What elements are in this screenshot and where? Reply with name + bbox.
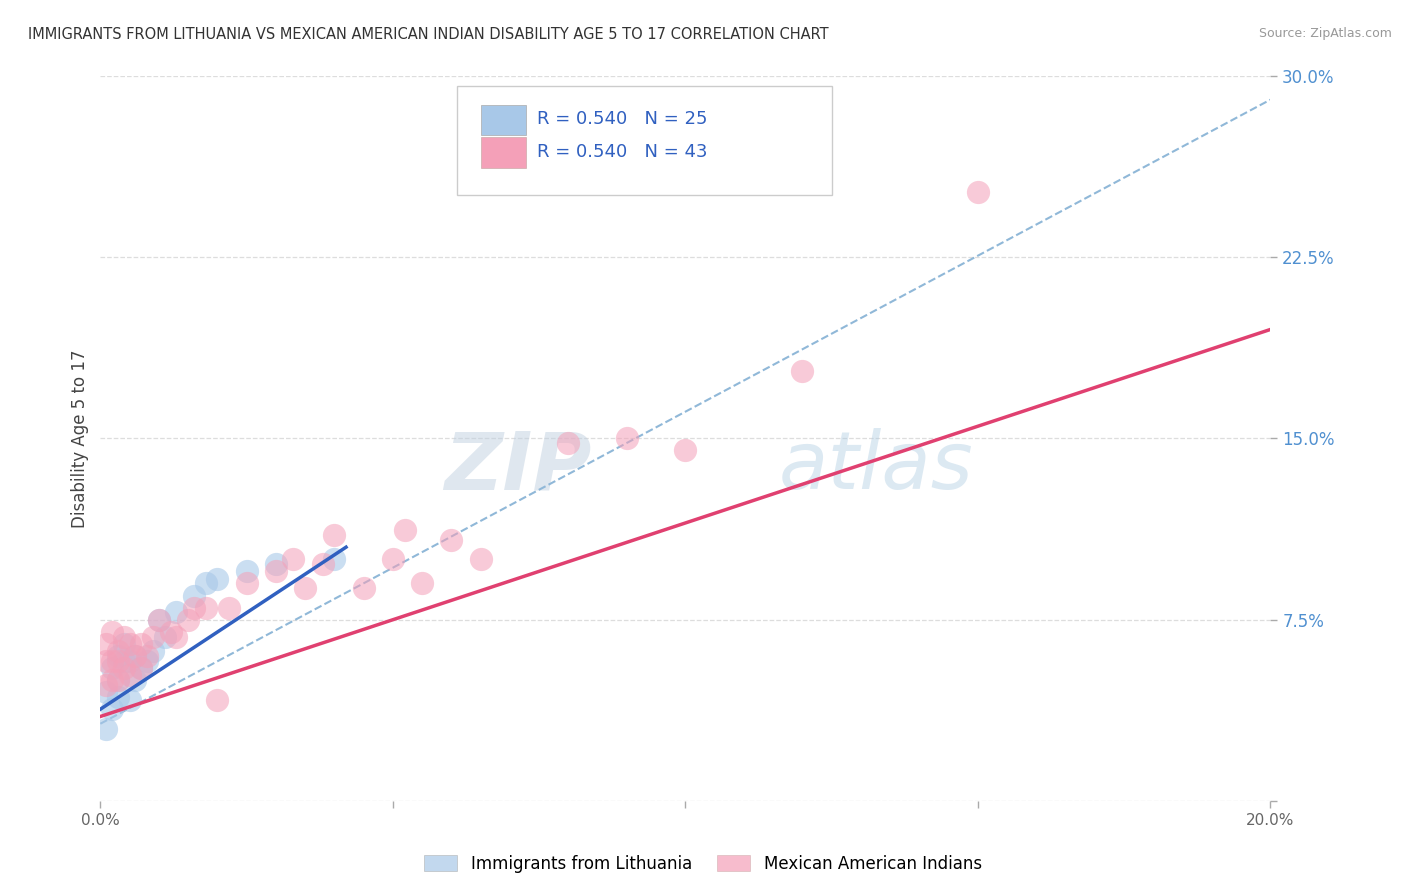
Point	[165, 606, 187, 620]
Point	[96, 678, 118, 692]
Point	[96, 722, 118, 736]
Text: R = 0.540   N = 25: R = 0.540 N = 25	[537, 110, 707, 128]
Point	[96, 637, 118, 651]
Point	[440, 533, 463, 547]
Point	[129, 637, 152, 651]
Y-axis label: Disability Age 5 to 17: Disability Age 5 to 17	[72, 349, 89, 527]
Point	[112, 654, 135, 668]
FancyBboxPatch shape	[481, 104, 526, 135]
FancyBboxPatch shape	[457, 87, 831, 195]
Point	[148, 613, 170, 627]
Point	[101, 661, 124, 675]
Point	[148, 613, 170, 627]
Point	[311, 557, 333, 571]
Point	[792, 363, 814, 377]
Point	[165, 630, 187, 644]
Point	[107, 673, 129, 688]
Point	[136, 648, 159, 663]
Legend: Immigrants from Lithuania, Mexican American Indians: Immigrants from Lithuania, Mexican Ameri…	[418, 848, 988, 880]
Point	[264, 565, 287, 579]
Point	[124, 648, 146, 663]
Point	[207, 692, 229, 706]
Point	[124, 673, 146, 688]
Point	[107, 690, 129, 705]
Point	[294, 582, 316, 596]
Point	[194, 576, 217, 591]
Point	[235, 576, 257, 591]
Point	[142, 630, 165, 644]
Point	[323, 528, 346, 542]
Point	[411, 576, 433, 591]
Point	[107, 648, 129, 663]
Point	[112, 637, 135, 651]
Text: ZIP: ZIP	[444, 428, 592, 507]
Point	[112, 661, 135, 675]
Point	[394, 523, 416, 537]
FancyBboxPatch shape	[481, 137, 526, 168]
Text: IMMIGRANTS FROM LITHUANIA VS MEXICAN AMERICAN INDIAN DISABILITY AGE 5 TO 17 CORR: IMMIGRANTS FROM LITHUANIA VS MEXICAN AME…	[28, 27, 828, 42]
Point	[159, 624, 181, 639]
Point	[183, 600, 205, 615]
Point	[353, 582, 375, 596]
Point	[124, 648, 146, 663]
Text: R = 0.540   N = 43: R = 0.540 N = 43	[537, 143, 707, 161]
Point	[177, 613, 200, 627]
Point	[96, 685, 118, 699]
Point	[118, 668, 141, 682]
Point	[470, 552, 492, 566]
Point	[218, 600, 240, 615]
Point	[183, 589, 205, 603]
Point	[112, 630, 135, 644]
Point	[142, 644, 165, 658]
Point	[966, 185, 988, 199]
Point	[235, 565, 257, 579]
Point	[283, 552, 305, 566]
Point	[101, 702, 124, 716]
Point	[129, 661, 152, 675]
Point	[264, 557, 287, 571]
Text: Source: ZipAtlas.com: Source: ZipAtlas.com	[1258, 27, 1392, 40]
Point	[118, 692, 141, 706]
Point	[323, 552, 346, 566]
Point	[136, 654, 159, 668]
Point	[107, 654, 129, 668]
Point	[153, 630, 176, 644]
Point	[557, 436, 579, 450]
Point	[381, 552, 404, 566]
Point	[129, 661, 152, 675]
Point	[101, 673, 124, 688]
Point	[118, 637, 141, 651]
Point	[101, 624, 124, 639]
Point	[107, 673, 129, 688]
Point	[118, 654, 141, 668]
Point	[96, 654, 118, 668]
Text: atlas: atlas	[779, 428, 974, 507]
Point	[107, 644, 129, 658]
Point	[616, 431, 638, 445]
Point	[194, 600, 217, 615]
Point	[673, 443, 696, 458]
Point	[101, 654, 124, 668]
Point	[207, 572, 229, 586]
